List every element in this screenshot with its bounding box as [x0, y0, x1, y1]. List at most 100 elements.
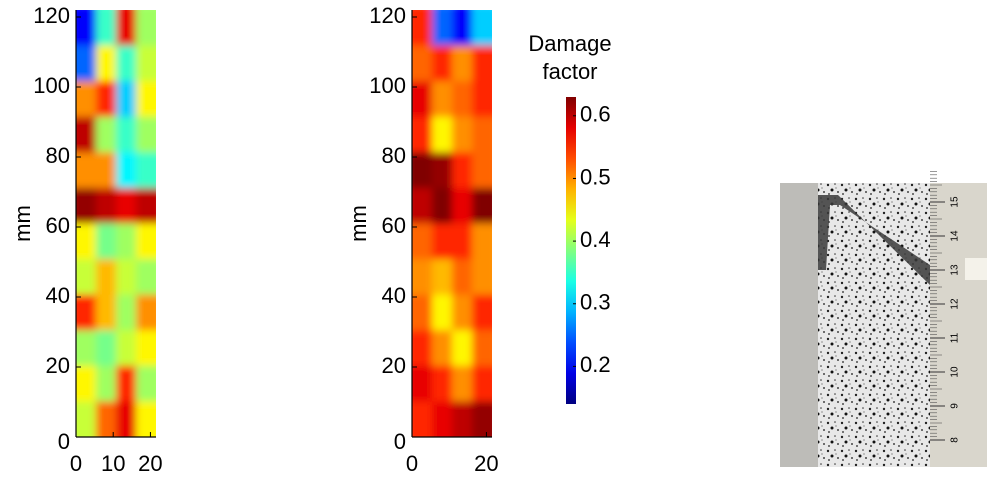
- y-tick-label: 40: [382, 283, 406, 308]
- heat-cell: [472, 294, 492, 332]
- heat-cell: [76, 10, 97, 47]
- heat-cell: [432, 81, 453, 118]
- heatmap-cells: [76, 10, 156, 437]
- heat-cell: [452, 152, 473, 189]
- heat-cell: [412, 187, 433, 225]
- heat-cell: [472, 330, 492, 367]
- heat-cell: [76, 330, 97, 367]
- heat-cell: [432, 152, 453, 189]
- heat-cell: [432, 45, 453, 83]
- ruler-label: 10: [950, 366, 961, 378]
- heat-cell: [116, 81, 137, 118]
- heat-cell: [472, 116, 492, 154]
- heat-cell: [136, 365, 156, 403]
- heat-cell: [116, 10, 137, 47]
- colorbar: [566, 97, 576, 404]
- colorbar-tick-label: 0.4: [580, 227, 611, 252]
- heatmap-cells: [412, 10, 492, 437]
- heat-cell: [432, 330, 453, 367]
- heat-cell: [412, 10, 433, 47]
- heat-cell: [136, 259, 156, 296]
- y-tick-label: 20: [46, 353, 70, 378]
- heat-cell: [432, 294, 453, 332]
- heat-cell: [136, 45, 156, 83]
- heat-cell: [116, 330, 137, 367]
- heat-cell: [432, 365, 453, 403]
- heat-cell: [472, 187, 492, 225]
- heat-cell: [116, 223, 137, 261]
- crack: [818, 195, 930, 285]
- y-tick-label: 0: [58, 429, 70, 454]
- heat-cell: [136, 401, 156, 437]
- heat-cell: [452, 294, 473, 332]
- heat-cell: [432, 116, 453, 154]
- ruler-label: 8: [950, 437, 961, 443]
- y-tick-label: 60: [382, 213, 406, 238]
- y-tick-label: 60: [46, 213, 70, 238]
- heat-cell: [116, 401, 137, 437]
- heat-cell: [136, 187, 156, 225]
- heat-cell: [96, 223, 117, 261]
- heat-cell: [116, 152, 137, 189]
- heat-cell: [116, 187, 137, 225]
- heat-cell: [412, 259, 433, 296]
- heat-cell: [472, 10, 492, 47]
- heat-cell: [116, 259, 137, 296]
- heatmap: [412, 10, 492, 437]
- y-tick-label: 100: [33, 73, 70, 98]
- heat-cell: [76, 223, 97, 261]
- heat-cell: [432, 259, 453, 296]
- heat-cell: [452, 365, 473, 403]
- heat-cell: [472, 401, 492, 437]
- heat-cell: [136, 223, 156, 261]
- heat-cell: [136, 10, 156, 47]
- heat-cell: [96, 45, 117, 83]
- heat-cell: [76, 365, 97, 403]
- heat-cell: [452, 259, 473, 296]
- ruler-label: 14: [950, 230, 961, 242]
- heat-cell: [452, 401, 473, 437]
- colorbar-title: Damage factor: [528, 31, 612, 84]
- heat-cell: [76, 401, 97, 437]
- heat-cell: [96, 152, 117, 189]
- colorbar-tick-label: 0.3: [580, 290, 611, 315]
- heat-cell: [472, 152, 492, 189]
- x-tick-label: 0: [70, 451, 82, 476]
- x-tick-label: 0: [406, 451, 418, 476]
- heat-cell: [412, 116, 433, 154]
- heat-cell: [412, 330, 433, 367]
- heat-cell: [452, 45, 473, 83]
- y-tick-label: 100: [369, 73, 406, 98]
- colorbar-tick-label: 0.2: [580, 352, 611, 377]
- heat-cell: [472, 81, 492, 118]
- heat-cell: [452, 223, 473, 261]
- heat-cell: [452, 330, 473, 367]
- y-tick-label: 120: [369, 3, 406, 28]
- heat-cell: [432, 187, 453, 225]
- x-tick-label: 20: [474, 451, 498, 476]
- heat-cell: [96, 10, 117, 47]
- heatmap: [76, 10, 156, 437]
- x-tick-label: 20: [138, 451, 162, 476]
- heat-cell: [76, 152, 97, 189]
- heat-cell: [452, 10, 473, 47]
- heat-cell: [76, 116, 97, 154]
- heat-cell: [96, 259, 117, 296]
- x-tick-label: 10: [101, 451, 125, 476]
- ruler-label: 15: [950, 196, 961, 208]
- ruler-tag: [965, 258, 987, 280]
- heat-cell: [412, 294, 433, 332]
- heat-cell: [76, 45, 97, 83]
- heat-cell: [136, 116, 156, 154]
- ruler: [930, 183, 987, 467]
- heat-cell: [96, 401, 117, 437]
- ruler-label: 11: [950, 332, 961, 343]
- heat-cell: [136, 81, 156, 118]
- heat-cell: [412, 401, 433, 437]
- heat-cell: [412, 152, 433, 189]
- heat-cell: [76, 187, 97, 225]
- heat-cell: [136, 330, 156, 367]
- heat-cell: [432, 401, 453, 437]
